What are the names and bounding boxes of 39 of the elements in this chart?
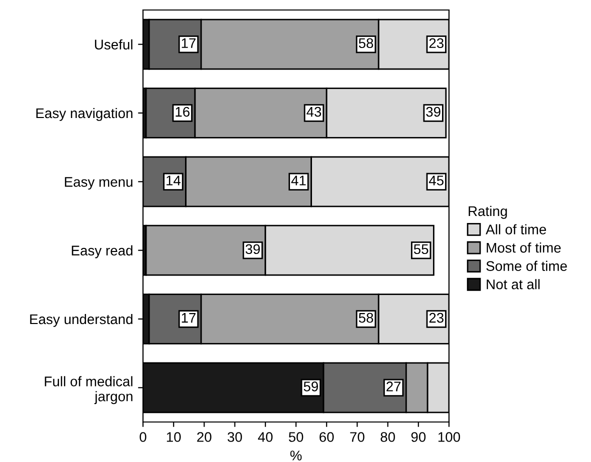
x-axis-title: % — [290, 450, 302, 460]
legend-label: Most of time — [486, 242, 561, 253]
data-label: 55 — [414, 244, 428, 254]
x-tick-label: 90 — [411, 432, 426, 442]
x-tick-label: 10 — [166, 432, 181, 442]
y-tick-label: Useful — [94, 39, 132, 50]
x-tick-label: 40 — [258, 432, 273, 442]
x-tick-label: 80 — [380, 432, 395, 442]
data-label: 23 — [429, 38, 444, 48]
data-label: 45 — [428, 176, 444, 186]
data-label: 39 — [426, 106, 440, 117]
data-label: 16 — [176, 106, 190, 117]
data-label: 17 — [182, 38, 196, 48]
data-label: 41 — [291, 176, 306, 186]
y-tick-label: Full of medical jargon — [44, 376, 132, 404]
data-label: 59 — [304, 382, 318, 392]
legend-title: Rating — [468, 206, 507, 219]
data-label: 58 — [358, 312, 374, 323]
y-tick-label: Easy read — [72, 245, 132, 258]
data-label: 14 — [166, 176, 181, 186]
x-tick-label: 20 — [197, 432, 212, 442]
data-label: 39 — [246, 244, 260, 254]
legend-label: Not at all — [486, 279, 540, 290]
data-label: 23 — [429, 312, 444, 323]
data-label: 17 — [182, 313, 196, 323]
data-label: 58 — [358, 38, 374, 48]
data-label: 27 — [386, 382, 401, 392]
x-tick-label: 100 — [438, 432, 460, 442]
y-tick-label: Easy navigation — [36, 108, 132, 121]
x-tick-label: 70 — [350, 432, 364, 442]
x-tick-label: 30 — [228, 432, 242, 442]
x-tick-label: 60 — [320, 432, 334, 442]
legend-label: All of time — [486, 224, 546, 234]
y-tick-label: Easy understand — [30, 314, 132, 327]
legend-label: Some of time — [486, 260, 567, 271]
x-tick-label: 0 — [140, 432, 146, 442]
y-tick-label: Easy menu — [64, 177, 132, 190]
x-tick-label: 50 — [288, 432, 304, 442]
data-label: 43 — [306, 106, 322, 117]
